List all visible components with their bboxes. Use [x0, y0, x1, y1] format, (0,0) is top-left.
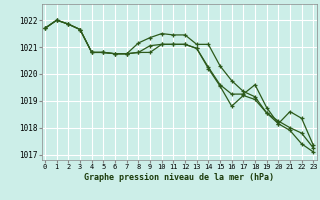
X-axis label: Graphe pression niveau de la mer (hPa): Graphe pression niveau de la mer (hPa) — [84, 173, 274, 182]
